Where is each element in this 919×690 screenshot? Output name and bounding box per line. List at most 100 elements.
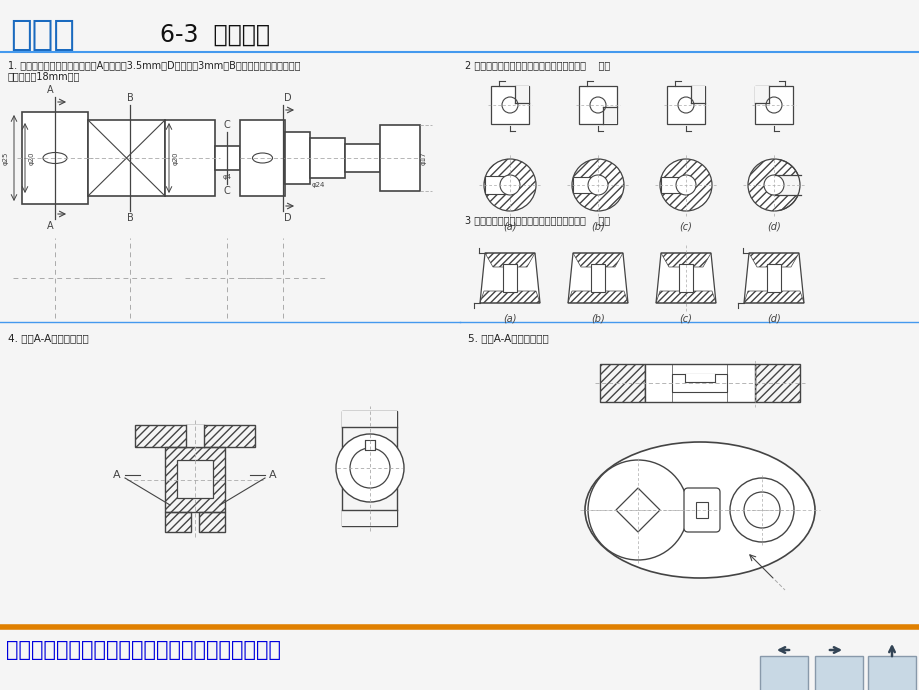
Text: 4. 画出A-A移出断面图。: 4. 画出A-A移出断面图。 (8, 333, 88, 343)
Text: A: A (269, 470, 277, 480)
Circle shape (349, 448, 390, 488)
Ellipse shape (502, 97, 517, 113)
Bar (176, 460, 213, 498)
Bar (696, 502, 708, 518)
Ellipse shape (252, 153, 272, 163)
Circle shape (499, 175, 519, 195)
Ellipse shape (584, 442, 814, 578)
Text: C: C (223, 120, 230, 130)
Bar (678, 264, 692, 292)
Text: 2 下列四组移出断面图中，哪一组是正确的（    ）。: 2 下列四组移出断面图中，哪一组是正确的（ ）。 (464, 60, 609, 70)
Text: 5. 画出A-A移出断面图。: 5. 画出A-A移出断面图。 (468, 333, 548, 343)
Text: (c): (c) (679, 221, 692, 231)
Circle shape (587, 175, 607, 195)
Ellipse shape (43, 152, 67, 164)
Text: φ25: φ25 (3, 151, 9, 165)
Bar (186, 425, 204, 447)
Text: A: A (47, 85, 54, 95)
Ellipse shape (766, 97, 781, 113)
Bar (644, 364, 754, 402)
Ellipse shape (589, 97, 606, 113)
Text: 1. 画出轴上指定位置的断面图（A处键槽深3.5mm，D处键槽深3mm，B处为前后对称的两平面，
两平面相距18mm）。: 1. 画出轴上指定位置的断面图（A处键槽深3.5mm，D处键槽深3mm，B处为前… (8, 60, 301, 81)
Bar (602, 107, 617, 124)
Text: D: D (284, 213, 291, 223)
Circle shape (763, 175, 783, 195)
Bar (727, 364, 754, 402)
Circle shape (587, 460, 687, 560)
Circle shape (729, 478, 793, 542)
Circle shape (659, 159, 711, 211)
Bar (867, 656, 915, 690)
Bar (285, 132, 310, 184)
Bar (672, 374, 727, 392)
Bar (165, 512, 191, 532)
Text: φ20: φ20 (29, 151, 35, 165)
Bar (754, 364, 800, 402)
Text: φ17: φ17 (421, 151, 426, 165)
Circle shape (572, 159, 623, 211)
Bar (135, 425, 255, 447)
Bar (814, 656, 862, 690)
Bar (644, 364, 672, 402)
Text: 6-3  断面图。: 6-3 断面图。 (160, 23, 269, 47)
Bar (345, 144, 380, 172)
Bar (310, 138, 345, 178)
Polygon shape (480, 253, 539, 303)
Bar (484, 176, 506, 194)
Circle shape (747, 159, 800, 211)
Circle shape (743, 492, 779, 528)
Ellipse shape (677, 97, 693, 113)
Bar (342, 411, 397, 426)
Text: (a): (a) (503, 221, 516, 231)
Bar (754, 86, 792, 124)
Bar (660, 177, 682, 193)
Text: 请用鼠标点击需要解答的习题。或翻页寻找习题。: 请用鼠标点击需要解答的习题。或翻页寻找习题。 (6, 640, 280, 660)
Text: (b): (b) (591, 313, 604, 323)
Text: (b): (b) (591, 221, 604, 231)
Bar (165, 447, 225, 512)
Polygon shape (743, 253, 803, 303)
Bar (515, 86, 528, 103)
Circle shape (335, 434, 403, 502)
Bar (644, 364, 672, 402)
Bar (199, 512, 225, 532)
Text: A: A (47, 221, 54, 231)
Text: D: D (284, 93, 291, 103)
Text: B: B (127, 213, 133, 223)
FancyBboxPatch shape (683, 488, 720, 532)
Bar (503, 264, 516, 292)
Bar (240, 120, 285, 196)
Text: φ20: φ20 (173, 151, 179, 165)
Text: 第六章: 第六章 (10, 18, 74, 52)
Bar (573, 177, 593, 193)
Polygon shape (655, 253, 715, 303)
Bar (727, 364, 754, 402)
Bar (491, 86, 528, 124)
Text: (c): (c) (679, 313, 692, 323)
Text: φ4: φ4 (222, 174, 232, 180)
Bar (754, 86, 768, 103)
Bar (342, 509, 397, 526)
Bar (215, 146, 240, 170)
Text: (a): (a) (503, 313, 516, 323)
Polygon shape (616, 488, 659, 532)
Bar (590, 264, 605, 292)
Bar (759, 656, 807, 690)
Text: A: A (113, 470, 120, 480)
Text: 3 下列四组重合断面图中，哪一组是正确的（    ）。: 3 下列四组重合断面图中，哪一组是正确的（ ）。 (464, 215, 609, 225)
Bar (380, 125, 420, 191)
Bar (685, 374, 714, 382)
Text: (d): (d) (766, 313, 780, 323)
Bar (165, 120, 215, 196)
Bar (365, 440, 375, 450)
Polygon shape (567, 253, 628, 303)
Bar (88, 120, 165, 196)
Bar (766, 264, 780, 292)
Bar (599, 364, 644, 402)
Bar (690, 86, 704, 103)
Text: C: C (223, 186, 230, 196)
Text: φ24: φ24 (312, 182, 325, 188)
Circle shape (483, 159, 536, 211)
Bar (22, 112, 88, 204)
Bar (666, 86, 704, 124)
